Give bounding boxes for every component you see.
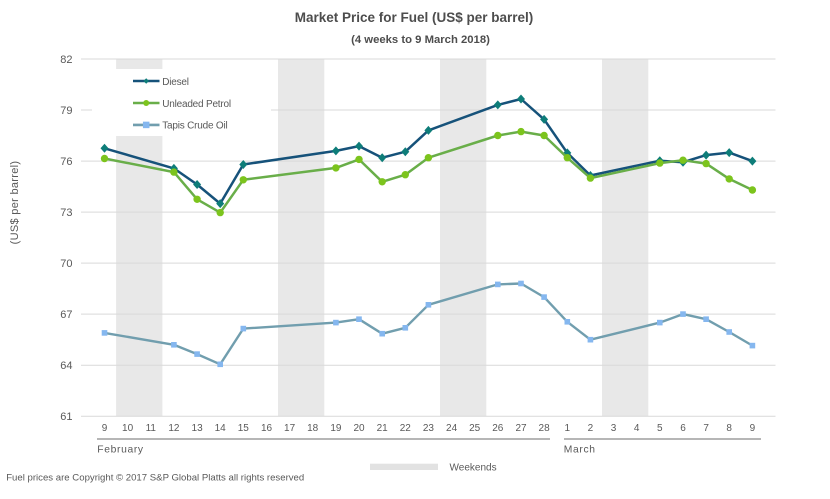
- svg-text:82: 82: [60, 54, 72, 66]
- svg-text:9: 9: [750, 423, 756, 434]
- svg-text:1: 1: [565, 423, 571, 434]
- svg-text:20: 20: [353, 423, 365, 434]
- svg-text:Weekends: Weekends: [450, 463, 497, 474]
- svg-text:61: 61: [60, 411, 72, 423]
- svg-text:7: 7: [703, 423, 709, 434]
- svg-text:14: 14: [215, 423, 227, 434]
- svg-text:February: February: [97, 444, 144, 455]
- svg-text:Diesel: Diesel: [162, 77, 189, 88]
- svg-text:22: 22: [400, 423, 412, 434]
- svg-text:12: 12: [168, 423, 180, 434]
- svg-text:Unleaded Petrol: Unleaded Petrol: [162, 99, 231, 110]
- svg-text:8: 8: [726, 423, 732, 434]
- svg-text:16: 16: [261, 423, 273, 434]
- svg-text:13: 13: [192, 423, 204, 434]
- svg-text:24: 24: [446, 423, 458, 434]
- svg-text:11: 11: [146, 423, 157, 434]
- svg-text:17: 17: [284, 423, 296, 434]
- svg-text:26: 26: [492, 423, 504, 434]
- svg-text:(4 weeks to 9 March 2018): (4 weeks to 9 March 2018): [351, 34, 490, 46]
- svg-text:27: 27: [515, 423, 527, 434]
- svg-text:67: 67: [60, 309, 72, 321]
- svg-text:18: 18: [307, 423, 319, 434]
- svg-text:21: 21: [377, 423, 389, 434]
- svg-text:23: 23: [423, 423, 435, 434]
- svg-text:28: 28: [539, 423, 551, 434]
- svg-text:76: 76: [60, 156, 72, 168]
- svg-text:6: 6: [680, 423, 686, 434]
- svg-text:(US$ per barrel): (US$ per barrel): [9, 161, 21, 245]
- svg-text:Tapis Crude Oil: Tapis Crude Oil: [162, 121, 227, 132]
- svg-text:25: 25: [469, 423, 481, 434]
- svg-text:70: 70: [60, 258, 72, 270]
- svg-text:19: 19: [330, 423, 342, 434]
- svg-text:15: 15: [238, 423, 250, 434]
- svg-text:10: 10: [122, 423, 134, 434]
- svg-text:3: 3: [611, 423, 617, 434]
- svg-text:Market Price for Fuel (US$ per: Market Price for Fuel (US$ per barrel): [295, 10, 534, 25]
- svg-text:9: 9: [102, 423, 108, 434]
- svg-text:2: 2: [588, 423, 594, 434]
- svg-text:79: 79: [60, 105, 72, 117]
- svg-text:Fuel prices are Copyright © 20: Fuel prices are Copyright © 2017 S&P Glo…: [6, 472, 304, 483]
- svg-text:4: 4: [634, 423, 640, 434]
- svg-text:5: 5: [657, 423, 663, 434]
- svg-text:64: 64: [60, 360, 72, 372]
- svg-text:73: 73: [60, 207, 72, 219]
- svg-text:March: March: [564, 444, 596, 455]
